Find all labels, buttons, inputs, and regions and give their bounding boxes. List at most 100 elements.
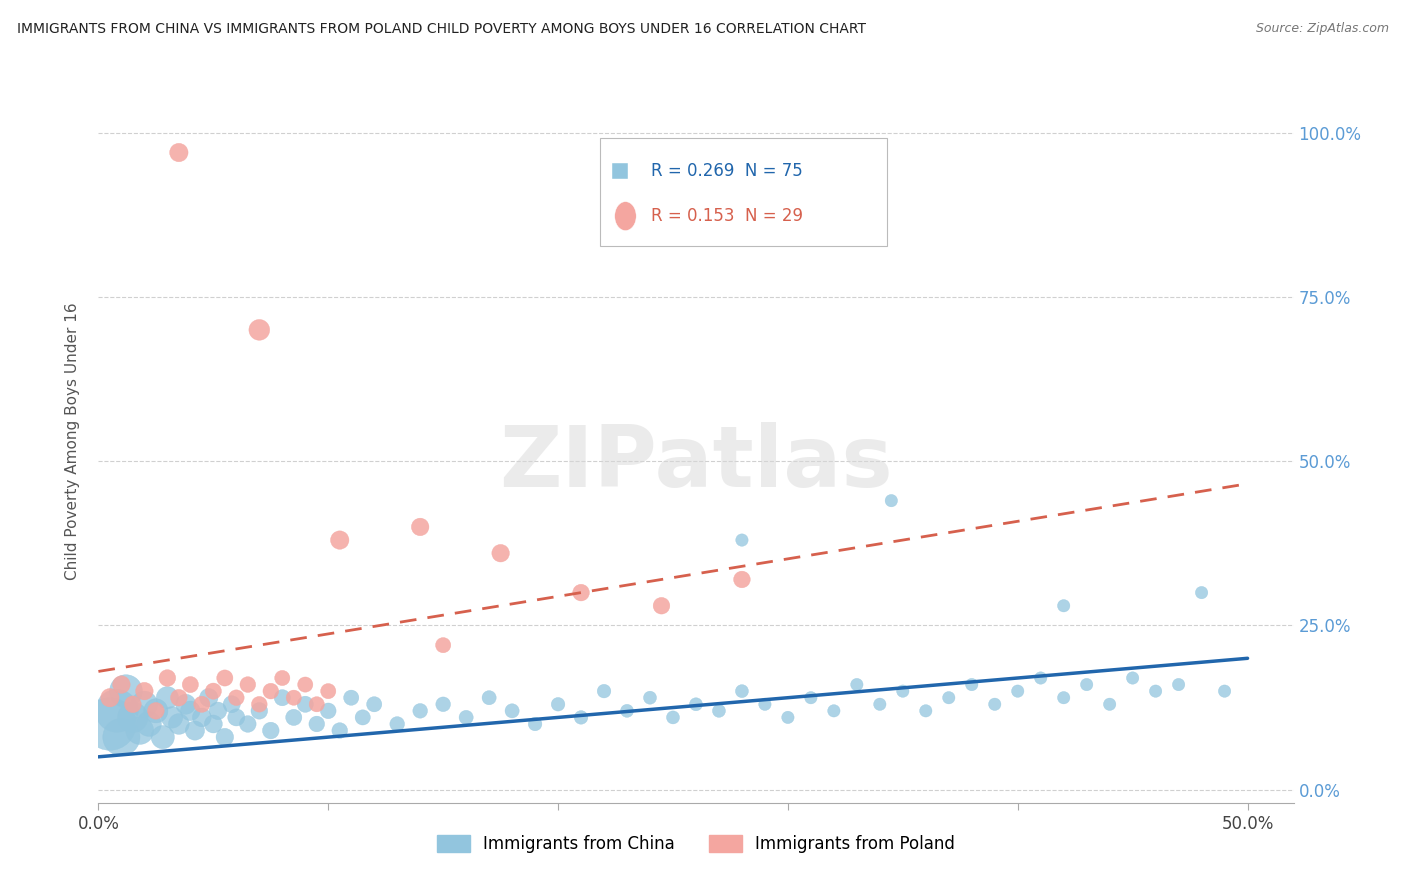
Y-axis label: Child Poverty Among Boys Under 16: Child Poverty Among Boys Under 16 <box>65 302 80 581</box>
Point <box>247 704 270 718</box>
Point <box>456 710 478 724</box>
Point <box>122 698 145 712</box>
Point <box>960 677 983 691</box>
Point <box>294 677 316 691</box>
Point <box>845 677 868 691</box>
Point <box>179 704 201 718</box>
Point <box>294 698 316 712</box>
Point <box>501 704 523 718</box>
Point <box>167 717 190 731</box>
Point <box>247 323 270 337</box>
Point <box>110 730 132 744</box>
Point <box>138 717 160 731</box>
Point <box>1029 671 1052 685</box>
Point <box>271 690 294 705</box>
Point <box>685 698 707 712</box>
Point <box>329 723 352 738</box>
Legend: Immigrants from China, Immigrants from Poland: Immigrants from China, Immigrants from P… <box>430 828 962 860</box>
Ellipse shape <box>614 202 637 230</box>
Point <box>225 690 247 705</box>
Point <box>134 684 156 698</box>
Point <box>489 546 512 560</box>
Point <box>191 698 214 712</box>
Point <box>638 690 661 705</box>
Point <box>202 717 225 731</box>
FancyBboxPatch shape <box>600 138 887 246</box>
Point <box>707 704 730 718</box>
Point <box>616 704 638 718</box>
Point <box>593 684 616 698</box>
Point <box>197 690 219 705</box>
Point <box>316 684 339 698</box>
Point <box>662 710 685 724</box>
Text: IMMIGRANTS FROM CHINA VS IMMIGRANTS FROM POLAND CHILD POVERTY AMONG BOYS UNDER 1: IMMIGRANTS FROM CHINA VS IMMIGRANTS FROM… <box>17 22 866 37</box>
Point <box>524 717 547 731</box>
Point <box>385 717 409 731</box>
Point <box>134 698 156 712</box>
Point <box>547 698 569 712</box>
Point <box>145 704 167 718</box>
Point <box>214 671 236 685</box>
Point <box>191 710 214 724</box>
Point <box>1191 585 1213 599</box>
Point <box>1076 677 1098 691</box>
Point <box>115 684 138 698</box>
Point <box>1167 677 1189 691</box>
Point <box>152 730 174 744</box>
Point <box>221 698 243 712</box>
Point <box>167 145 190 160</box>
Point <box>271 671 294 685</box>
Point <box>207 704 229 718</box>
Point <box>1007 684 1029 698</box>
Point <box>352 710 374 724</box>
Point <box>160 710 183 724</box>
Point <box>98 717 121 731</box>
Point <box>363 698 385 712</box>
Point <box>260 723 283 738</box>
Point <box>650 599 672 613</box>
Point <box>1053 599 1076 613</box>
Point <box>316 704 339 718</box>
Text: Source: ZipAtlas.com: Source: ZipAtlas.com <box>1256 22 1389 36</box>
Point <box>731 533 754 547</box>
Point <box>1144 684 1167 698</box>
Point <box>731 684 754 698</box>
Point <box>340 690 363 705</box>
Point <box>236 677 259 691</box>
Point <box>776 710 799 724</box>
Point <box>914 704 936 718</box>
Point <box>98 690 121 705</box>
Text: R = 0.269  N = 75: R = 0.269 N = 75 <box>651 161 803 179</box>
Point <box>432 638 454 652</box>
Point <box>432 698 454 712</box>
Point <box>984 698 1007 712</box>
Point <box>156 671 179 685</box>
Point <box>880 493 903 508</box>
Text: R = 0.153  N = 29: R = 0.153 N = 29 <box>651 207 803 225</box>
Point <box>214 730 236 744</box>
Point <box>409 520 432 534</box>
Point <box>202 684 225 698</box>
Point <box>1122 671 1144 685</box>
Point <box>754 698 776 712</box>
Point <box>823 704 845 718</box>
Point <box>167 690 190 705</box>
Bar <box>613 162 628 178</box>
Point <box>184 723 207 738</box>
Point <box>891 684 914 698</box>
Point <box>938 690 960 705</box>
Point <box>409 704 432 718</box>
Point <box>305 717 328 731</box>
Point <box>800 690 823 705</box>
Point <box>1053 690 1076 705</box>
Point <box>179 677 201 691</box>
Point <box>110 677 132 691</box>
Point <box>569 585 592 599</box>
Point <box>145 704 167 718</box>
Point <box>283 710 305 724</box>
Point <box>1213 684 1236 698</box>
Point <box>869 698 891 712</box>
Point <box>731 573 754 587</box>
Point <box>260 684 283 698</box>
Point <box>305 698 328 712</box>
